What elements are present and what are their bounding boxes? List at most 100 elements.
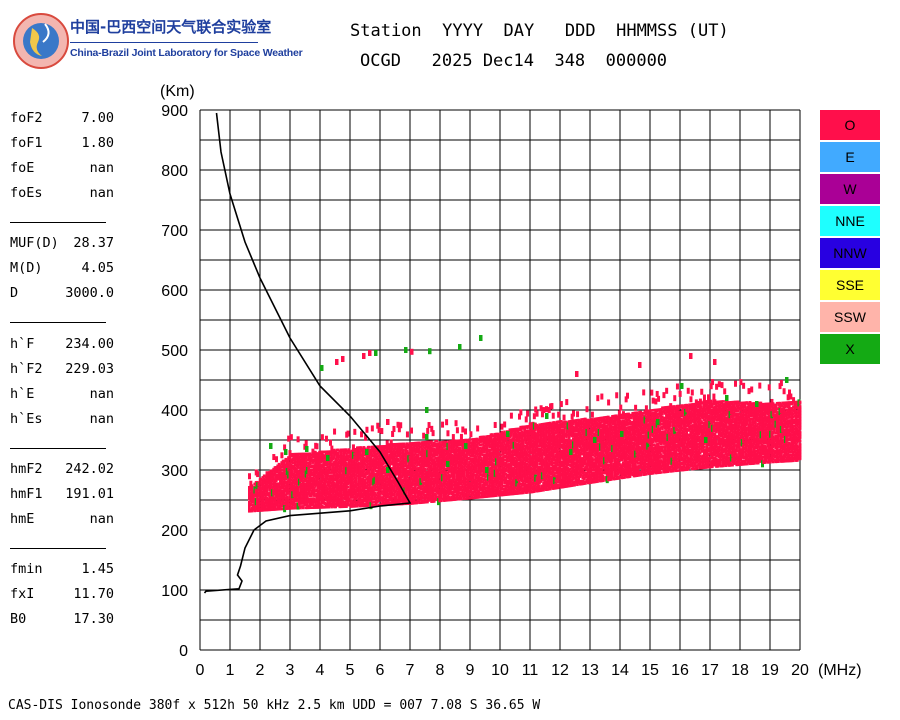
o-trace-point (308, 488, 312, 492)
o-trace-point (427, 479, 431, 483)
o-trace-point (279, 507, 282, 511)
o-trace-point (350, 475, 354, 478)
o-trace-point (319, 506, 323, 509)
o-trace-point (265, 481, 269, 485)
o-trace-point (447, 444, 451, 448)
o-trace-point (281, 486, 285, 490)
o-trace-point (374, 455, 378, 459)
param-value: 7.00 (81, 110, 114, 126)
o-trace-point (404, 461, 408, 465)
o-trace-point (361, 482, 364, 485)
o-trace-point (300, 454, 304, 457)
o-trace-point (335, 456, 339, 459)
o-trace-point (450, 470, 454, 473)
o-trace-point (431, 489, 435, 493)
o-trace-point (343, 482, 347, 486)
o-trace-point (451, 483, 455, 487)
o-trace-point (316, 458, 320, 461)
o-trace-point (350, 499, 354, 502)
o-trace-point (253, 499, 256, 502)
o-trace-point (276, 492, 279, 496)
o-trace-point (374, 503, 378, 507)
o-trace-point (296, 452, 300, 456)
o-trace-point (455, 439, 459, 443)
o-trace-point (280, 473, 283, 476)
o-trace-point (377, 487, 381, 490)
o-trace-point (393, 467, 397, 470)
o-trace-point (369, 460, 373, 464)
o-trace-point (434, 444, 437, 448)
o-trace-point (303, 457, 306, 460)
o-trace-point (268, 508, 271, 512)
o-trace-point (439, 465, 443, 468)
o-trace-point (337, 484, 340, 488)
o-trace-point (361, 498, 364, 502)
o-trace-point (411, 479, 414, 483)
o-trace-point (383, 466, 386, 469)
o-trace-point (454, 447, 458, 450)
o-trace-point (349, 478, 352, 481)
o-trace-point (380, 473, 383, 477)
o-trace-point (314, 474, 317, 478)
o-trace-point (427, 440, 431, 444)
o-trace-point (362, 498, 366, 502)
o-trace-point (248, 493, 251, 497)
o-trace-point (454, 486, 458, 489)
o-trace-point (419, 457, 423, 461)
o-trace-point (397, 477, 401, 480)
o-trace-point (377, 481, 381, 484)
o-trace-point (431, 491, 435, 494)
o-trace-point (350, 457, 354, 460)
o-trace-point (347, 467, 351, 471)
o-trace-point (410, 490, 413, 493)
o-trace-point (277, 473, 281, 476)
o-trace-point (306, 497, 309, 501)
o-trace-point (380, 445, 383, 448)
o-trace-point (364, 502, 367, 506)
o-trace-point (437, 480, 440, 483)
o-trace-point (346, 475, 350, 478)
o-trace-point (354, 470, 358, 474)
o-trace-point (391, 447, 394, 451)
o-trace-point (453, 493, 456, 497)
o-trace-point (322, 467, 325, 470)
o-trace-point (391, 468, 394, 472)
o-trace-point (457, 472, 460, 476)
o-trace-point (307, 492, 310, 496)
o-trace-point (362, 474, 366, 478)
o-trace-point (384, 485, 387, 489)
o-trace-point (401, 448, 405, 452)
o-trace-point (341, 496, 344, 500)
o-trace-point (432, 450, 436, 454)
o-trace-point (324, 489, 328, 493)
o-trace-point (297, 466, 301, 469)
o-trace-point (299, 464, 302, 468)
o-trace-point (368, 472, 371, 476)
o-trace-point (308, 471, 312, 475)
o-trace-point (283, 478, 286, 482)
o-trace-point (293, 496, 297, 499)
o-trace-point (250, 490, 254, 493)
o-trace-point (445, 442, 448, 445)
o-trace-point (443, 485, 447, 489)
o-trace-point (437, 490, 440, 494)
o-trace-point (415, 488, 418, 491)
o-trace-point (306, 481, 309, 484)
o-trace-point (287, 507, 290, 510)
o-trace-point (272, 475, 275, 478)
o-trace-point (431, 467, 435, 470)
o-trace-point (391, 473, 394, 476)
o-trace-point (426, 457, 429, 460)
o-trace-point (397, 459, 401, 462)
o-trace-point (418, 483, 421, 487)
o-trace-point (445, 491, 448, 495)
o-trace-point (322, 497, 325, 500)
o-trace-point (431, 486, 435, 490)
o-trace-point (308, 462, 312, 466)
o-trace-point (276, 470, 279, 474)
o-trace-point (430, 441, 433, 445)
o-trace-point (276, 464, 279, 468)
o-trace-point (454, 450, 458, 453)
param-key: fxI (10, 586, 35, 602)
o-trace-point (408, 446, 412, 450)
